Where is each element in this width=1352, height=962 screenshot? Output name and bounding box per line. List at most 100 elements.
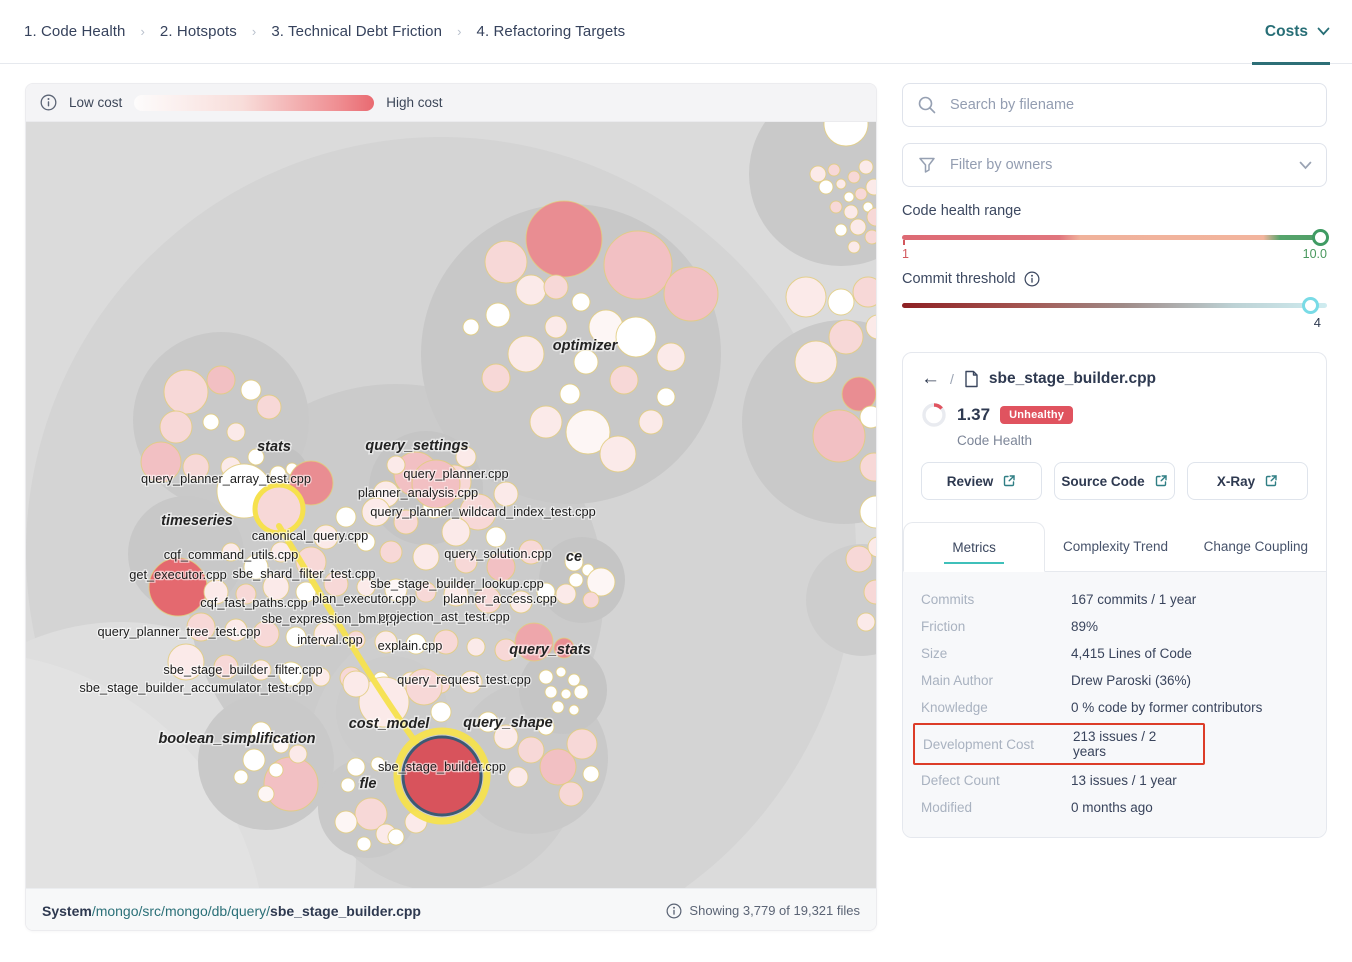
file-bubble[interactable] <box>186 612 216 642</box>
file-bubble[interactable] <box>818 179 834 195</box>
path-root[interactable]: System <box>42 902 92 919</box>
file-bubble[interactable] <box>379 540 403 564</box>
file-bubble[interactable] <box>859 405 877 429</box>
file-bubble[interactable] <box>202 413 220 431</box>
file-bubble[interactable] <box>514 622 554 662</box>
file-bubble[interactable] <box>827 163 841 177</box>
file-bubble[interactable] <box>411 459 461 509</box>
file-bubble[interactable] <box>374 630 398 654</box>
file-bubble[interactable] <box>845 545 873 573</box>
file-bubble[interactable] <box>615 316 657 358</box>
file-bubble[interactable] <box>182 453 210 481</box>
breadcrumb-step-2[interactable]: 2. Hotspots <box>159 23 237 40</box>
file-bubble[interactable] <box>835 178 847 190</box>
file-bubble[interactable] <box>555 666 567 678</box>
file-bubble[interactable] <box>323 571 349 597</box>
file-bubble[interactable] <box>538 669 554 685</box>
file-bubble[interactable] <box>384 578 408 602</box>
file-bubble[interactable] <box>509 590 533 614</box>
tab-change-coupling[interactable]: Change Coupling <box>1186 522 1326 571</box>
commit-threshold-handle[interactable] <box>1302 297 1319 314</box>
back-arrow-icon[interactable]: ← <box>921 368 940 389</box>
file-bubble[interactable] <box>553 637 575 659</box>
file-bubble[interactable] <box>865 314 877 340</box>
tab-metrics[interactable]: Metrics <box>903 522 1046 572</box>
breadcrumb-step-1[interactable]: 1. Code Health <box>24 23 126 40</box>
file-bubble[interactable] <box>599 435 637 473</box>
file-bubble[interactable] <box>250 659 272 681</box>
file-bubble[interactable] <box>240 379 262 401</box>
file-bubble[interactable] <box>262 573 290 601</box>
file-bubble[interactable] <box>812 409 866 463</box>
file-bubble[interactable] <box>334 810 358 834</box>
file-bubble[interactable] <box>656 387 676 407</box>
file-bubble[interactable] <box>250 721 272 743</box>
info-icon[interactable] <box>666 903 682 919</box>
file-bubble[interactable] <box>638 409 664 435</box>
file-bubble[interactable] <box>393 509 419 535</box>
search-box[interactable] <box>902 83 1327 127</box>
file-bubble[interactable] <box>474 586 502 614</box>
file-bubble[interactable] <box>459 670 483 694</box>
file-bubble[interactable] <box>433 629 459 655</box>
file-bubble[interactable] <box>346 757 366 777</box>
view-selector-costs[interactable]: Costs <box>1265 23 1330 41</box>
breadcrumb-step-4[interactable]: 4. Refactoring Targets <box>476 23 626 40</box>
file-bubble[interactable] <box>415 581 437 603</box>
file-bubble[interactable] <box>484 240 528 284</box>
file-bubble[interactable] <box>571 292 591 312</box>
file-bubble[interactable] <box>609 365 639 395</box>
file-bubble[interactable] <box>233 769 249 785</box>
file-bubble[interactable] <box>370 756 386 772</box>
file-bubble[interactable] <box>459 493 497 531</box>
xray-button[interactable]: X-Ray <box>1187 462 1308 500</box>
file-bubble[interactable] <box>537 718 555 736</box>
file-bubble[interactable] <box>507 335 545 373</box>
file-bubble[interactable] <box>568 704 580 716</box>
file-bubble[interactable] <box>663 266 719 322</box>
file-bubble[interactable] <box>856 612 876 632</box>
file-bubble[interactable] <box>224 618 248 642</box>
file-bubble[interactable] <box>466 637 486 657</box>
owner-filter-dropdown[interactable]: Filter by owners <box>902 143 1327 187</box>
file-bubble[interactable] <box>828 319 864 355</box>
file-bubble[interactable] <box>335 506 357 528</box>
review-button[interactable]: Review <box>921 462 1042 500</box>
file-bubble[interactable] <box>866 207 877 227</box>
file-bubble[interactable] <box>515 274 547 306</box>
file-bubble[interactable] <box>656 342 686 372</box>
file-bubble[interactable] <box>568 572 584 588</box>
file-bubble[interactable] <box>867 536 877 558</box>
file-bubble[interactable] <box>507 766 529 788</box>
file-bubble[interactable] <box>573 349 599 375</box>
file-bubble[interactable] <box>256 394 282 420</box>
file-bubble[interactable] <box>247 448 265 466</box>
file-bubble[interactable] <box>865 178 877 196</box>
bubble-chart-svg[interactable]: optimizer stats query_settings timeseries ce… <box>26 84 877 930</box>
file-bubble[interactable] <box>827 288 855 316</box>
commit-threshold-slider[interactable] <box>902 297 1327 314</box>
file-bubble[interactable] <box>243 554 269 580</box>
file-bubble[interactable] <box>213 654 239 680</box>
file-bubble[interactable] <box>529 405 563 439</box>
file-bubble[interactable] <box>430 701 452 723</box>
file-bubble[interactable] <box>242 748 266 772</box>
breadcrumb-step-3[interactable]: 3. Technical Debt Friction <box>271 23 443 40</box>
code-health-handle[interactable] <box>1312 229 1329 246</box>
file-bubble[interactable] <box>847 170 861 184</box>
file-bubble[interactable] <box>441 517 471 547</box>
file-bubble[interactable] <box>785 276 827 318</box>
file-bubble[interactable] <box>603 230 673 300</box>
code-health-track[interactable] <box>902 235 1327 240</box>
file-bubble[interactable] <box>493 724 519 750</box>
file-bubble[interactable] <box>356 532 376 552</box>
file-bubble[interactable] <box>443 581 469 607</box>
circle-packing-map[interactable]: optimizer stats query_settings timeseries ce… <box>26 84 877 930</box>
file-bubble[interactable] <box>485 302 511 328</box>
file-bubble[interactable] <box>340 777 356 793</box>
file-bubble[interactable] <box>525 200 603 278</box>
file-bubble[interactable] <box>268 762 284 778</box>
file-bubble[interactable] <box>235 583 257 605</box>
file-bubble[interactable] <box>206 365 236 395</box>
file-bubble[interactable] <box>486 552 516 582</box>
